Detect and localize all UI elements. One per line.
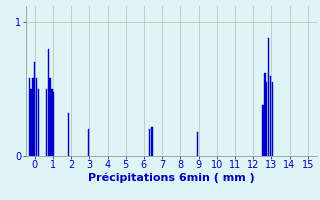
- Bar: [264, 73, 266, 156]
- Bar: [50, 78, 51, 156]
- Bar: [268, 38, 269, 156]
- Bar: [262, 105, 264, 156]
- Bar: [88, 129, 89, 156]
- Bar: [48, 49, 49, 156]
- Bar: [272, 82, 273, 156]
- Bar: [28, 78, 30, 156]
- Bar: [51, 89, 53, 156]
- Bar: [151, 127, 153, 156]
- Bar: [38, 89, 39, 156]
- Bar: [36, 78, 37, 156]
- Bar: [53, 92, 54, 156]
- Bar: [68, 113, 69, 156]
- Bar: [32, 78, 34, 156]
- Bar: [30, 89, 32, 156]
- Bar: [270, 76, 271, 156]
- Bar: [34, 62, 36, 156]
- Bar: [149, 129, 150, 156]
- X-axis label: Précipitations 6min ( mm ): Précipitations 6min ( mm ): [88, 173, 255, 183]
- Bar: [266, 82, 268, 156]
- Bar: [197, 132, 198, 156]
- Bar: [46, 89, 47, 156]
